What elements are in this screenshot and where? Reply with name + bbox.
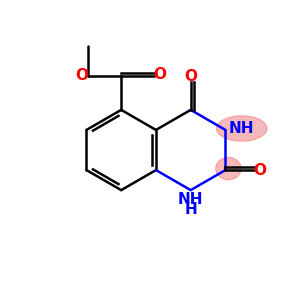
- Text: O: O: [254, 163, 267, 178]
- Text: O: O: [75, 68, 88, 83]
- Text: O: O: [153, 67, 166, 82]
- Ellipse shape: [216, 158, 241, 180]
- Text: H: H: [184, 202, 197, 217]
- Text: O: O: [184, 69, 197, 84]
- Ellipse shape: [217, 116, 267, 141]
- Text: NH: NH: [229, 121, 254, 136]
- Text: NH: NH: [178, 191, 203, 206]
